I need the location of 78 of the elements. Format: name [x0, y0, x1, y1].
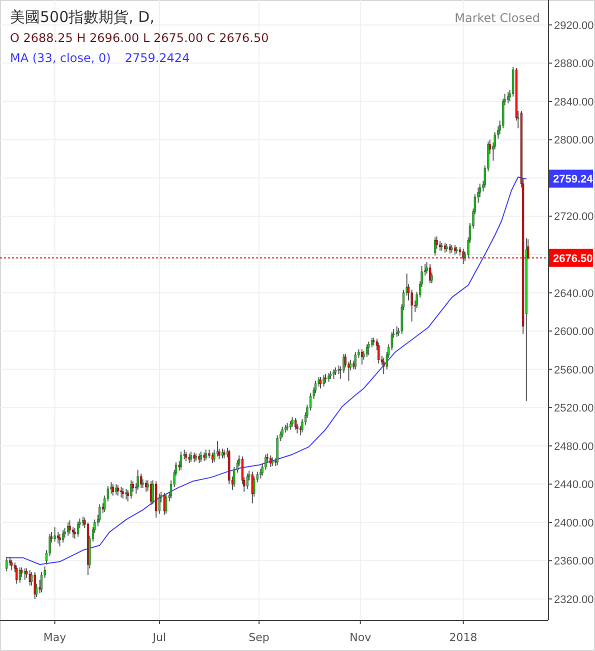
- ref-line-label: 2676.50: [553, 252, 593, 265]
- candlestick: [190, 451, 192, 463]
- candlestick: [158, 493, 160, 514]
- candlestick: [366, 344, 368, 358]
- candlestick: [507, 91, 510, 104]
- candlestick: [40, 572, 43, 593]
- candlestick: [24, 568, 26, 580]
- candlestick: [57, 531, 60, 544]
- candlestick: [429, 264, 432, 284]
- candlestick: [76, 520, 80, 538]
- candlestick: [34, 572, 36, 600]
- candlestick: [30, 572, 33, 586]
- candlestick: [122, 487, 124, 499]
- candlestick: [291, 416, 294, 428]
- y-tick-label: 2600.00: [554, 326, 594, 338]
- y-tick-label: 2440.00: [554, 479, 594, 492]
- y-tick-label: 2880.00: [554, 58, 594, 70]
- candlestick: [152, 480, 154, 505]
- line-series: [6, 176, 527, 566]
- x-tick-label: 2018: [449, 631, 478, 644]
- candlestick: [251, 471, 254, 504]
- x-tick-label: Jul: [152, 631, 166, 644]
- candlestick: [200, 451, 202, 463]
- candlestick: [126, 489, 129, 502]
- y-tick-label: 2920.00: [554, 20, 594, 32]
- candlestick: [378, 342, 380, 364]
- candlestick: [116, 484, 119, 496]
- candlestick: [184, 451, 188, 462]
- candlestick: [246, 473, 248, 490]
- text: 美國500指數期貨, D,: [10, 8, 154, 26]
- candlestick: [368, 341, 370, 356]
- annotation: 2759.2424: [124, 51, 190, 65]
- text: O 2688.25 H 2696.00 L 2675.00 C 2676.50: [10, 31, 269, 45]
- candlestick: [512, 66, 514, 98]
- candlestick: [188, 453, 190, 464]
- candlestick: [319, 376, 322, 389]
- candlestick: [260, 468, 262, 479]
- candlestick: [54, 526, 56, 542]
- candlestick: [72, 526, 74, 538]
- candlestick: [396, 326, 398, 338]
- y-tick-label: 2320.00: [554, 594, 594, 606]
- candlestick: [281, 426, 284, 438]
- candlestick: [120, 486, 122, 498]
- candlestick: [62, 530, 64, 543]
- y-tick-label: 2360.00: [554, 556, 594, 568]
- y-tick-label: 2400.00: [554, 517, 594, 530]
- candlestick: [130, 480, 132, 499]
- candlestick: [16, 564, 18, 584]
- x-tick-label: Nov: [350, 631, 372, 644]
- candlestick: [28, 570, 31, 586]
- y-tick-label: 2480.00: [554, 440, 594, 453]
- y-tick-label: 2720.00: [554, 211, 594, 224]
- y-tick-label: 2560.00: [554, 364, 594, 376]
- candlestick: [426, 262, 428, 274]
- candlestick: [98, 504, 101, 523]
- candlestick: [382, 357, 385, 375]
- annotation: 2759.24: [553, 174, 594, 186]
- candlestick: [164, 494, 168, 514]
- y-tick-label: 2800.00: [554, 134, 594, 147]
- candlestick: [136, 469, 139, 490]
- candlestick: [74, 528, 76, 540]
- x-tick-label: Sep: [248, 631, 270, 644]
- candlestick: [58, 533, 61, 547]
- annotation: Market Closed: [454, 11, 540, 25]
- candlestick: [18, 566, 21, 584]
- text: MA (33, close, 0): [10, 51, 111, 65]
- candlestick: [146, 480, 149, 492]
- candlestick: [6, 556, 8, 572]
- candlestick: [68, 520, 71, 534]
- x-tick-label: May: [43, 631, 67, 644]
- y-tick-label: 2640.00: [554, 288, 594, 300]
- candlestick: [163, 492, 166, 516]
- y-tick-label: 2520.00: [554, 402, 594, 415]
- candlestick: [10, 559, 13, 571]
- candlestick: [462, 248, 464, 265]
- candlestick: [332, 368, 335, 380]
- candlestick: [180, 451, 182, 470]
- y-tick-label: 2840.00: [554, 96, 594, 108]
